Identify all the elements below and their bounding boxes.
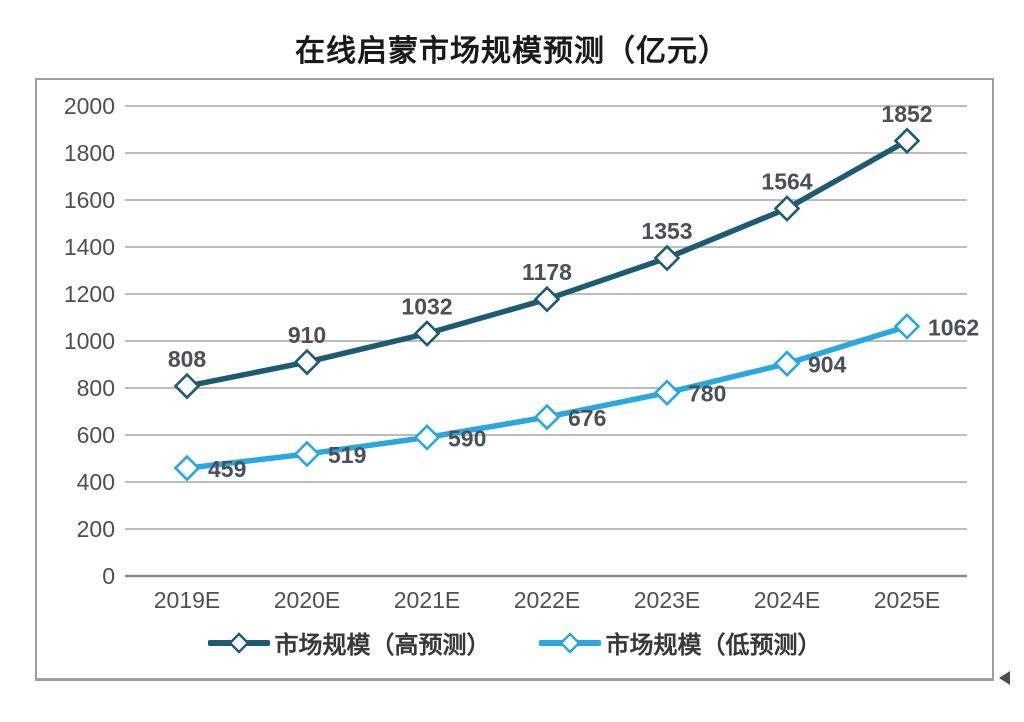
x-tick-label: 2022E: [514, 587, 581, 613]
data-point-marker-high: [413, 320, 441, 347]
data-point-marker-low: [293, 440, 321, 468]
chart-legend: 市场规模（高预测） 市场规模（低预测）: [37, 625, 992, 660]
x-tick-label: 2024E: [754, 587, 821, 613]
data-point-marker-low: [773, 350, 801, 377]
data-point-marker-low: [893, 313, 921, 340]
data-point-marker-low: [533, 403, 561, 431]
data-point-label-high: 808: [168, 346, 207, 372]
legend-label-high: 市场规模（高预测）: [274, 632, 491, 659]
x-tick-label: 2019E: [154, 587, 221, 613]
y-tick-label: 0: [102, 563, 115, 589]
x-tick-label: 2020E: [274, 587, 341, 613]
y-tick-label: 400: [77, 469, 115, 495]
y-tick-label: 1200: [64, 281, 115, 307]
data-point-marker-high: [773, 195, 801, 222]
data-point-label-low: 519: [328, 442, 366, 468]
data-point-label-low: 904: [808, 352, 847, 378]
line-chart-plot: 0 200 400 600 800 1000 1200 1400 1600 1800 2000 201…: [64, 93, 979, 613]
data-point-marker-high: [173, 372, 201, 400]
data-point-marker-high: [893, 127, 921, 155]
y-tick-label: 2000: [64, 93, 115, 119]
data-point-label-high: 1178: [522, 259, 572, 285]
chart-container: 0 200 400 600 800 1000 1200 1400 1600 1800 2000 201…: [35, 78, 994, 681]
y-tick-label: 1000: [64, 328, 115, 354]
data-point-label-high: 1032: [401, 294, 452, 320]
x-tick-label: 2023E: [634, 587, 701, 613]
y-tick-label: 1400: [64, 234, 115, 260]
y-tick-label: 600: [77, 422, 115, 448]
x-tick-label: 2025E: [874, 587, 941, 613]
y-tick-label: 1800: [64, 140, 115, 166]
legend-label-low: 市场规模（低预测）: [605, 632, 822, 659]
data-point-label-low: 459: [208, 456, 246, 482]
data-point-marker-low: [653, 379, 681, 407]
data-point-label-high: 1564: [761, 169, 812, 195]
data-point-marker-low: [173, 454, 201, 482]
data-point-label-low: 676: [568, 405, 606, 431]
y-tick-label: 1600: [64, 187, 115, 213]
data-point-marker-low: [413, 424, 441, 451]
y-tick-label: 200: [77, 516, 115, 542]
y-tick-label: 800: [77, 375, 115, 401]
x-tick-label: 2021E: [394, 587, 461, 613]
data-point-label-high: 1852: [881, 101, 932, 127]
data-point-label-high: 1353: [641, 218, 692, 244]
chart-title: 在线启蒙市场规模预测（亿元）: [295, 34, 729, 69]
data-point-label-low: 1062: [928, 314, 979, 340]
legend-marker-high-icon: [207, 631, 270, 654]
data-point-label-low: 590: [448, 425, 486, 451]
data-point-label-high: 910: [288, 322, 326, 348]
edge-artifact-icon: [999, 671, 1010, 685]
data-point-label-low: 780: [688, 381, 726, 407]
data-point-marker-high: [533, 285, 561, 313]
data-point-marker-high: [293, 348, 321, 376]
data-point-marker-high: [653, 244, 681, 272]
legend-item-low: 市场规模（低预测）: [538, 625, 822, 660]
legend-marker-low-icon: [538, 631, 601, 654]
legend-item-high: 市场规模（高预测）: [207, 625, 491, 660]
